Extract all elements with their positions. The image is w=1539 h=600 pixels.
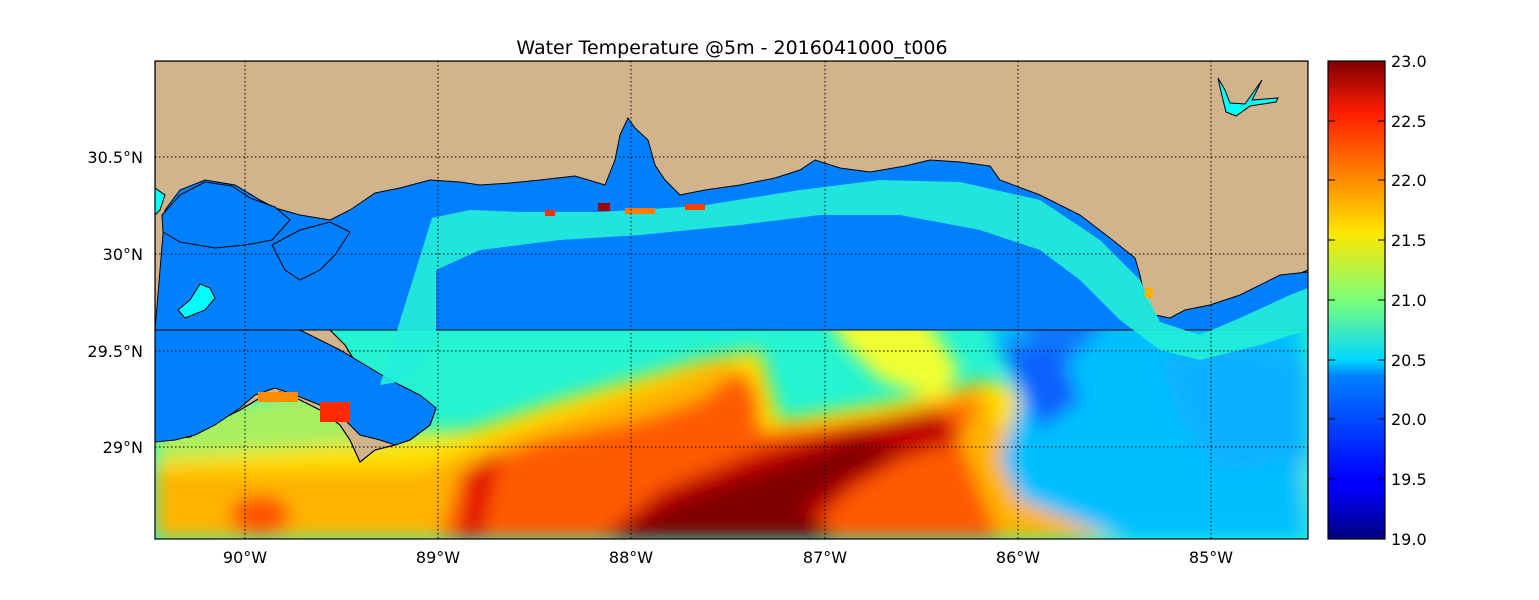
- colorbar-tick-label: 20.5: [1391, 351, 1427, 370]
- lon-tick-label: 85°W: [1189, 548, 1233, 567]
- lat-tick-label: 29°N: [103, 438, 143, 457]
- nearshore-warm-cells: [258, 203, 1153, 422]
- plot-frame: [154, 60, 1309, 540]
- colorbar-tick-label: 20.0: [1391, 410, 1427, 429]
- lon-tick-label: 90°W: [223, 548, 267, 567]
- lat-tick-label: 29.5°N: [87, 342, 143, 361]
- colorbar-tick-label: 23.0: [1391, 52, 1427, 71]
- lat-lon-gridlines: [155, 61, 1308, 539]
- lat-tick-label: 30.5°N: [87, 148, 143, 167]
- map-title: Water Temperature @5m - 2016041000_t006: [516, 37, 947, 59]
- map-plot-area: [155, 61, 1308, 539]
- lat-axis-labels: 30.5°N 30°N 29.5°N 29°N: [87, 148, 143, 457]
- lat-tick-label: 30°N: [103, 245, 143, 264]
- lon-tick-label: 86°W: [996, 548, 1040, 567]
- lon-tick-label: 89°W: [416, 548, 460, 567]
- lon-axis-labels: 90°W 89°W 88°W 87°W 86°W 85°W: [223, 548, 1233, 567]
- colorbar-tick-label: 19.5: [1391, 470, 1427, 489]
- lakes: [155, 77, 1279, 319]
- colorbar-tick-label: 22.0: [1391, 171, 1427, 190]
- colorbar: 23.0 22.5 22.0 21.5 21.0 20.5 20.0 19.5 …: [1327, 52, 1427, 549]
- lon-tick-label: 88°W: [609, 548, 653, 567]
- colorbar-tick-label: 21.0: [1391, 291, 1427, 310]
- colorbar-gradient: [1327, 60, 1386, 540]
- colorbar-tick-label: 22.5: [1391, 112, 1427, 131]
- nearshore-field: [380, 180, 1308, 385]
- colorbar-tick-label: 19.0: [1391, 530, 1427, 549]
- colorbar-tick-label: 21.5: [1391, 231, 1427, 250]
- lon-tick-label: 87°W: [803, 548, 847, 567]
